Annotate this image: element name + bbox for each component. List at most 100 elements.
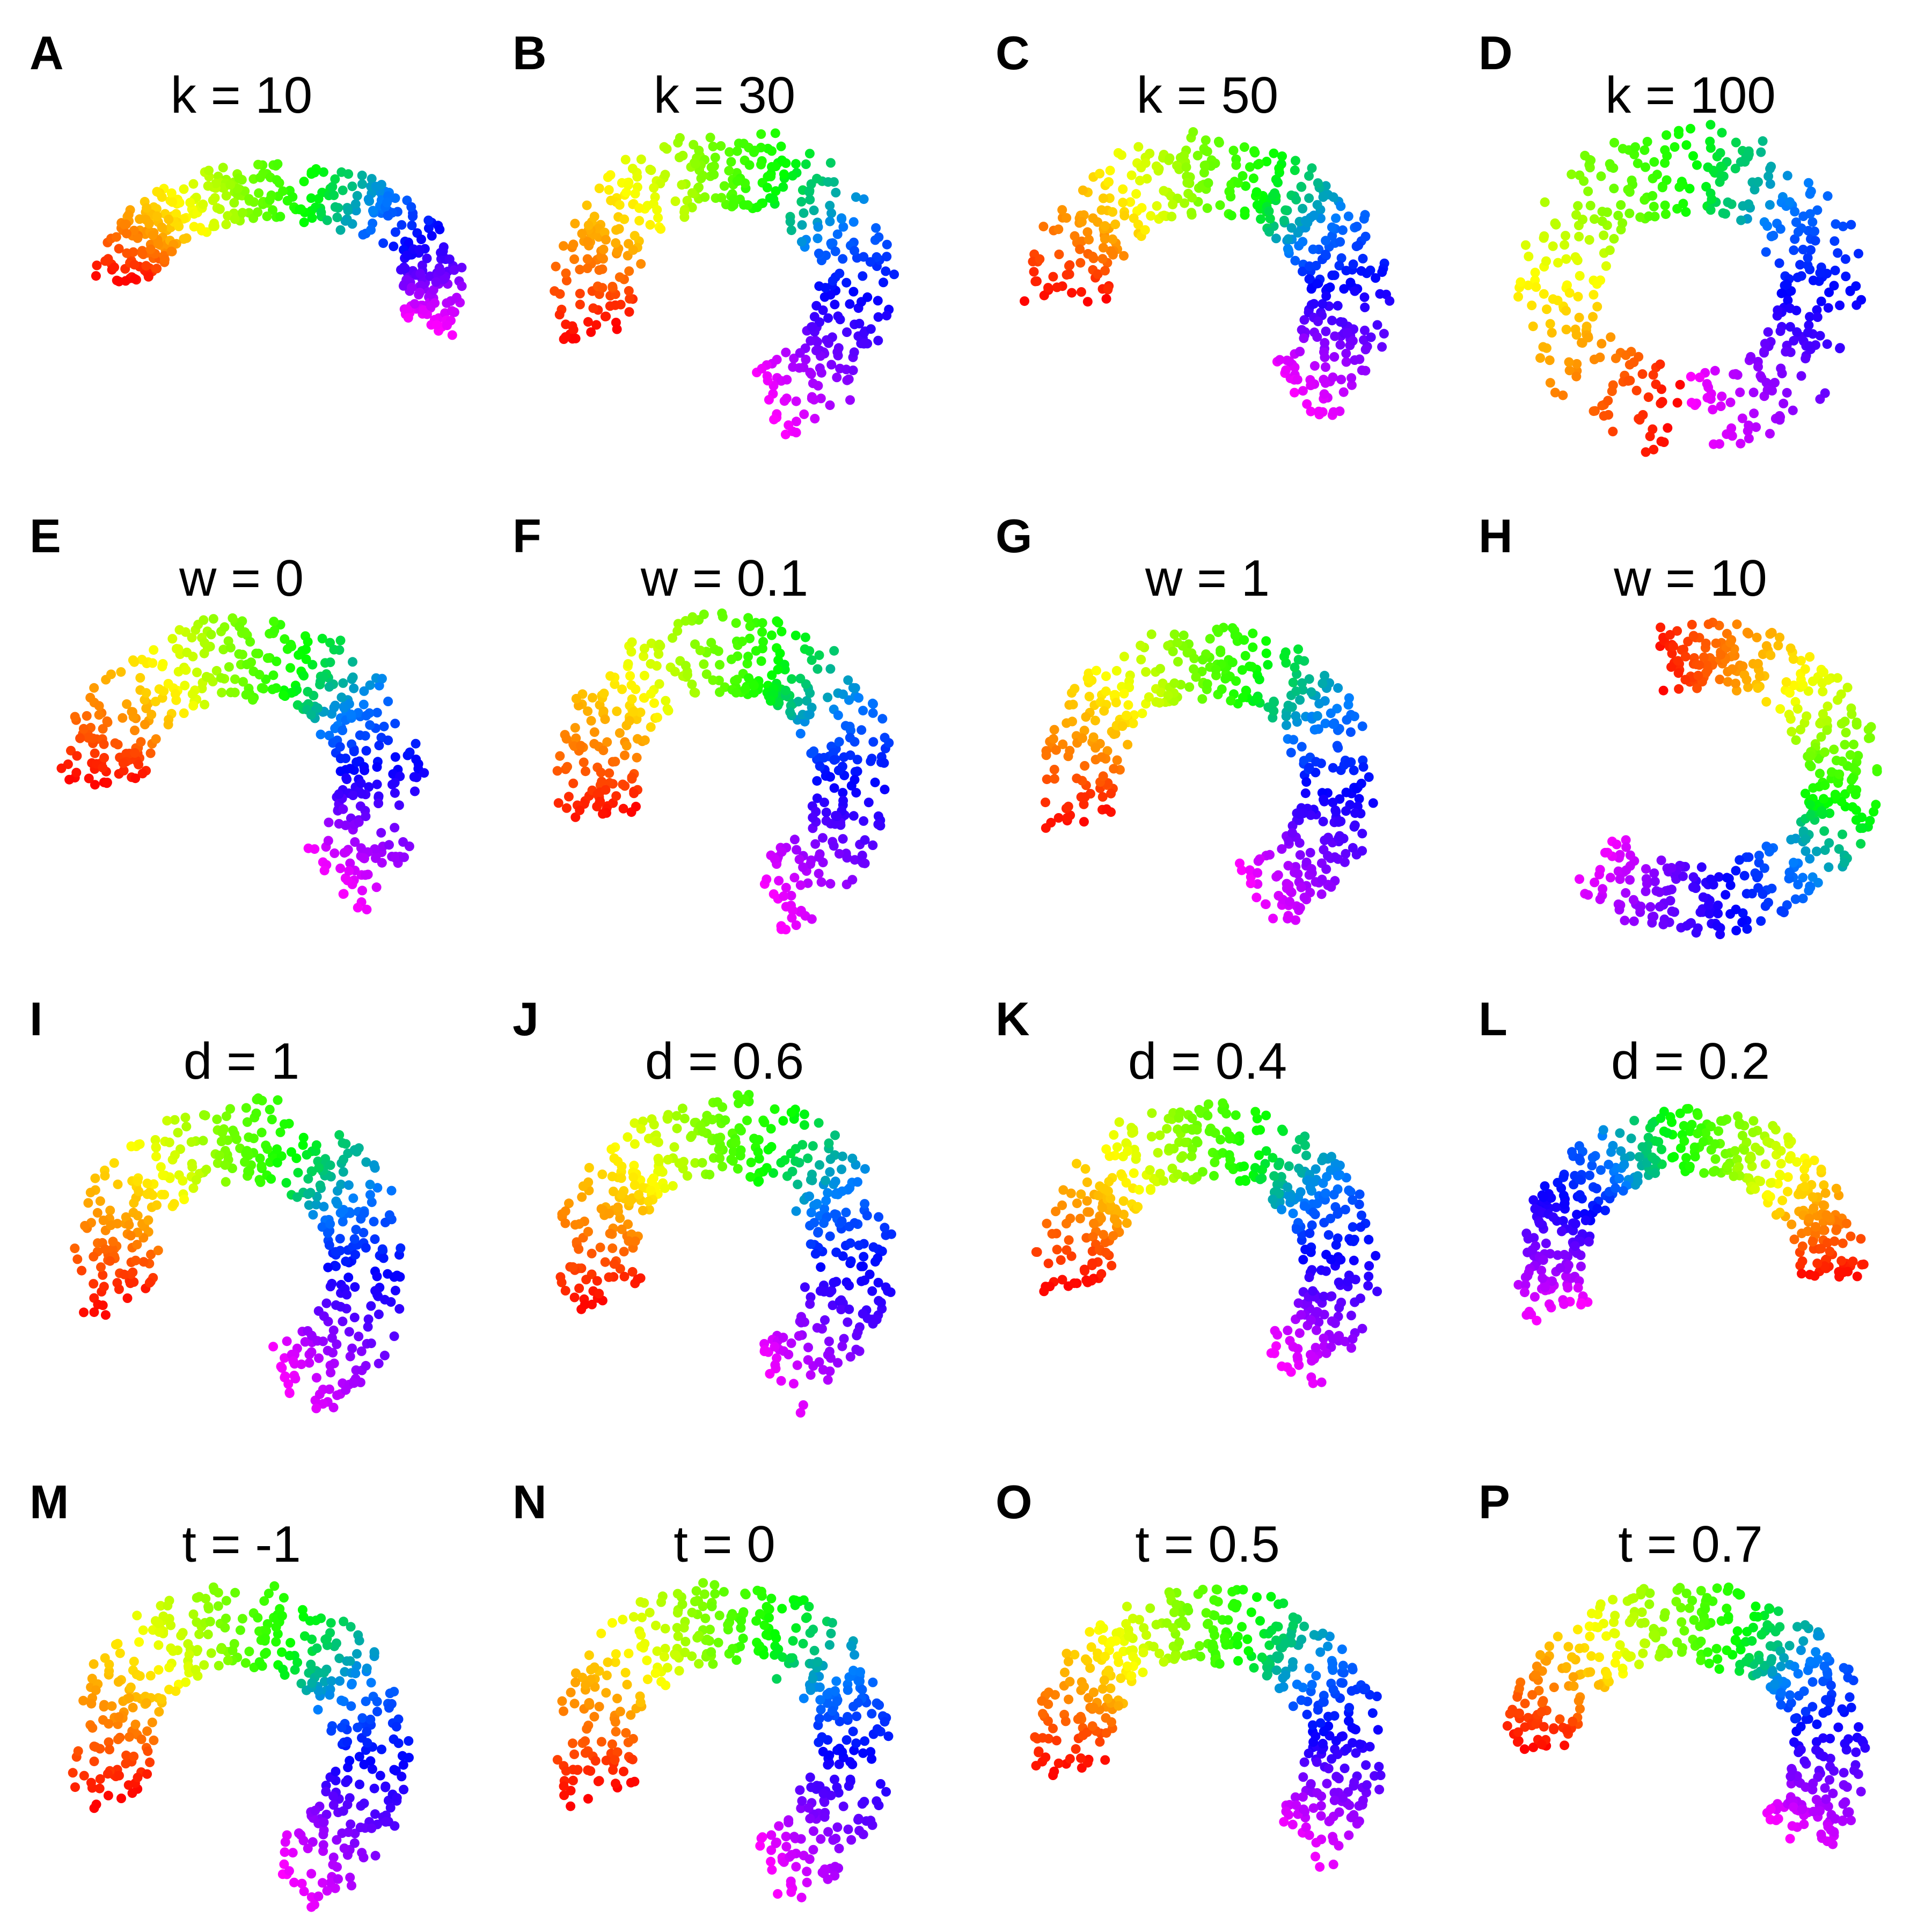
scatter-point <box>575 289 585 299</box>
scatter-point <box>1605 245 1615 255</box>
scatter-point <box>1635 212 1645 222</box>
scatter-point <box>631 684 641 694</box>
scatter-point <box>354 1331 364 1342</box>
scatter-point <box>1218 1098 1228 1108</box>
scatter-point <box>1742 924 1752 934</box>
scatter-point <box>819 752 829 763</box>
scatter-point <box>694 145 704 156</box>
scatter-point <box>389 241 399 252</box>
scatter-point <box>174 197 185 208</box>
scatter-point <box>342 875 353 885</box>
scatter-point <box>1611 353 1621 363</box>
scatter-point <box>1736 215 1746 225</box>
scatter-point <box>229 197 239 208</box>
scatter-point <box>124 1220 134 1230</box>
scatter-point <box>803 878 813 888</box>
scatter-point <box>820 283 830 293</box>
scatter-point <box>850 246 860 256</box>
scatter-point <box>1194 1104 1204 1115</box>
scatter-point <box>1744 852 1754 862</box>
scatter-point <box>1607 386 1617 396</box>
scatter-point <box>335 742 345 752</box>
scatter-point <box>1841 728 1851 738</box>
scatter-point <box>561 275 572 286</box>
scatter-point <box>1592 302 1602 312</box>
scatter-point <box>674 1158 684 1168</box>
scatter-point <box>1567 169 1577 179</box>
scatter-point <box>1328 192 1338 202</box>
scatter-point <box>1253 856 1263 866</box>
scatter-point <box>1801 354 1811 364</box>
scatter-point <box>341 847 351 857</box>
scatter-point <box>1539 289 1549 299</box>
scatter-point <box>1070 231 1080 241</box>
scatter-point <box>1333 301 1343 311</box>
scatter-point <box>1340 1336 1350 1346</box>
scatter-point <box>1670 142 1680 152</box>
scatter-point <box>571 693 581 704</box>
scatter-point <box>1205 634 1215 644</box>
scatter-point <box>859 194 869 204</box>
scatter-point <box>625 1197 635 1207</box>
scatter-point <box>792 845 802 855</box>
scatter-point <box>1182 178 1192 188</box>
scatter-point <box>1283 861 1293 871</box>
scatter-point <box>323 836 333 846</box>
scatter-point <box>144 1278 155 1288</box>
scatter-point <box>1513 292 1523 302</box>
scatter-point <box>1257 1165 1267 1175</box>
scatter-point <box>1169 678 1180 689</box>
scatter-point <box>1601 261 1611 271</box>
scatter-point <box>1295 347 1305 357</box>
scatter-point <box>1277 151 1287 162</box>
scatter-point <box>1081 1275 1092 1285</box>
scatter-point <box>770 1342 780 1352</box>
scatter-point <box>618 803 628 814</box>
scatter-point <box>1319 375 1329 385</box>
scatter-point <box>1846 219 1856 230</box>
scatter-point <box>370 1234 380 1244</box>
scatter-point <box>268 670 279 680</box>
scatter-point <box>267 684 277 694</box>
scatter-point <box>1268 1195 1278 1204</box>
scatter-point <box>141 261 151 271</box>
scatter-point <box>1062 1245 1072 1255</box>
scatter-point <box>1311 757 1321 767</box>
scatter-point <box>831 1247 841 1257</box>
scatter-point <box>327 182 338 192</box>
scatter-point <box>595 796 605 806</box>
scatter-point <box>1042 774 1052 785</box>
scatter-point <box>228 1125 238 1136</box>
scatter-point <box>1082 297 1093 307</box>
scatter-point <box>330 723 340 734</box>
scatter-point <box>1810 1271 1820 1281</box>
scatter-point <box>807 914 817 924</box>
scatter-point <box>1052 1245 1062 1255</box>
scatter-point <box>796 237 807 247</box>
scatter-point <box>1766 162 1776 172</box>
scatter-point <box>1321 1348 1331 1358</box>
scatter-point <box>1239 1161 1249 1172</box>
scatter-point <box>1180 198 1189 208</box>
scatter-point <box>1343 1276 1353 1286</box>
scatter-point <box>1326 882 1336 892</box>
scatter-point <box>1675 379 1685 390</box>
scatter-point <box>1695 907 1706 917</box>
scatter-point <box>1717 128 1727 138</box>
scatter-point <box>1372 320 1382 330</box>
scatter-point <box>1695 372 1705 383</box>
scatter-point <box>1146 1185 1155 1195</box>
scatter-point <box>1321 864 1331 874</box>
scatter-point <box>1744 199 1754 209</box>
scatter-point <box>1667 648 1677 658</box>
scatter-point <box>1629 357 1639 367</box>
scatter-point <box>1274 891 1284 901</box>
scatter-point <box>344 1327 354 1337</box>
scatter-point <box>779 169 789 179</box>
scatter-point <box>882 239 892 250</box>
scatter-point <box>411 738 421 749</box>
scatter-point <box>777 847 787 857</box>
scatter-point <box>347 181 357 192</box>
scatter-point <box>1072 1198 1082 1209</box>
scatter-point <box>1148 1174 1159 1184</box>
